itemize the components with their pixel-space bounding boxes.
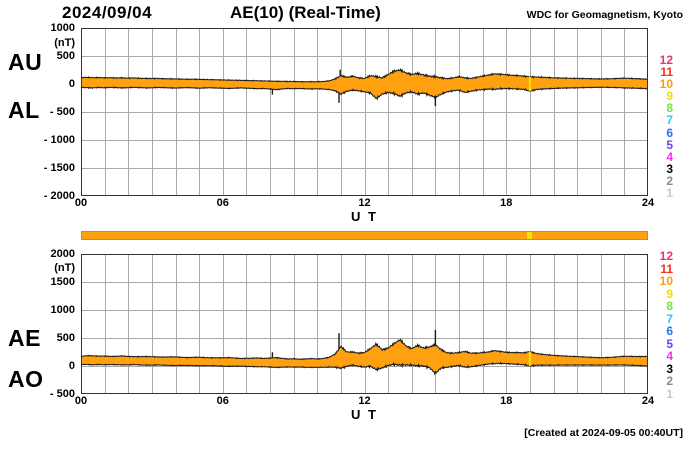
series-label-au: AU xyxy=(8,49,43,75)
station-count-10: 10 xyxy=(659,77,673,92)
station-count-4: 4 xyxy=(666,349,673,363)
y-tick-label: 0 xyxy=(68,359,75,372)
au-al-x-axis: 00 06 12 18 24 xyxy=(75,197,654,211)
station-count-6: 6 xyxy=(666,324,673,338)
created-timestamp: [Created at 2024-09-05 00:40UT] xyxy=(524,427,683,439)
series-label-al: AL xyxy=(8,97,40,123)
x-tick-label: 18 xyxy=(500,395,513,407)
station-count-2: 2 xyxy=(666,173,673,188)
y-tick-label: 500 xyxy=(56,331,75,344)
y-tick-label: 1000 xyxy=(50,303,75,316)
y-tick-label: - 2000 xyxy=(43,189,75,202)
y-tick-label: - 500 xyxy=(49,387,75,400)
station-count-8: 8 xyxy=(666,299,673,313)
station-count-7: 7 xyxy=(666,113,673,128)
station-count-2: 2 xyxy=(666,374,673,388)
station-count-11: 11 xyxy=(660,65,673,80)
station-count-scale-top: 12 11 10 9 8 7 6 5 4 3 2 1 xyxy=(649,54,673,199)
x-tick-label: 06 xyxy=(216,395,229,407)
ae-ao-chart xyxy=(80,254,649,394)
x-tick-label: 06 xyxy=(216,197,229,209)
au-al-y-axis: 1000 500 0 - 500 - 1000 - 1500 - 2000 xyxy=(0,22,77,202)
ae-ao-x-axis: 00 06 12 18 24 xyxy=(75,395,654,409)
station-count-9: 9 xyxy=(666,286,673,301)
station-count-3: 3 xyxy=(666,161,673,176)
header-date: 2024/09/04 xyxy=(62,3,153,22)
x-tick-label: 00 xyxy=(74,197,88,209)
series-label-ao: AO xyxy=(8,366,44,392)
station-count-9: 9 xyxy=(666,89,673,104)
x-tick-label: 24 xyxy=(641,395,655,407)
x-tick-label: 12 xyxy=(358,395,371,407)
data-availability-bar xyxy=(81,231,648,240)
y-tick-label: - 500 xyxy=(49,105,75,118)
y-tick-label: - 1000 xyxy=(43,133,75,146)
ae-ao-y-axis: 2000 1500 1000 500 0 - 500 xyxy=(0,248,77,400)
series-label-ae: AE xyxy=(8,325,41,351)
availability-gap-segment xyxy=(526,232,533,239)
y-tick-label: 0 xyxy=(68,77,75,90)
ae-ao-y-unit: (nT) xyxy=(54,262,75,274)
ae-ao-x-axis-title: U T xyxy=(351,407,378,422)
station-count-5: 5 xyxy=(666,336,673,351)
station-count-8: 8 xyxy=(666,101,673,116)
y-tick-label: 1500 xyxy=(50,275,75,288)
x-tick-label: 00 xyxy=(74,395,88,407)
station-count-5: 5 xyxy=(666,137,673,152)
y-tick-label: 2000 xyxy=(50,247,75,260)
x-tick-label: 18 xyxy=(500,197,513,209)
au-al-y-unit: (nT) xyxy=(54,37,75,49)
station-count-1: 1 xyxy=(666,386,673,401)
station-count-scale-bottom: 12 11 10 9 8 7 6 5 4 3 2 1 xyxy=(649,250,673,400)
station-count-6: 6 xyxy=(666,125,673,140)
y-tick-label: 1000 xyxy=(50,21,75,34)
station-count-4: 4 xyxy=(666,149,673,164)
station-count-7: 7 xyxy=(666,311,673,326)
station-count-1: 1 xyxy=(666,186,673,201)
y-tick-label: 500 xyxy=(56,49,75,62)
x-tick-label: 12 xyxy=(358,197,371,209)
page-title: AE(10) (Real-Time) xyxy=(230,3,381,22)
station-count-3: 3 xyxy=(666,361,673,376)
header-source: WDC for Geomagnetism, Kyoto xyxy=(526,9,683,21)
station-count-12: 12 xyxy=(659,53,673,67)
au-al-chart xyxy=(80,28,649,196)
station-count-11: 11 xyxy=(660,261,673,276)
station-count-10: 10 xyxy=(659,274,673,288)
x-tick-label: 24 xyxy=(641,197,655,209)
station-count-12: 12 xyxy=(659,249,673,263)
au-al-x-axis-title: U T xyxy=(351,209,378,224)
y-tick-label: - 1500 xyxy=(43,161,75,174)
